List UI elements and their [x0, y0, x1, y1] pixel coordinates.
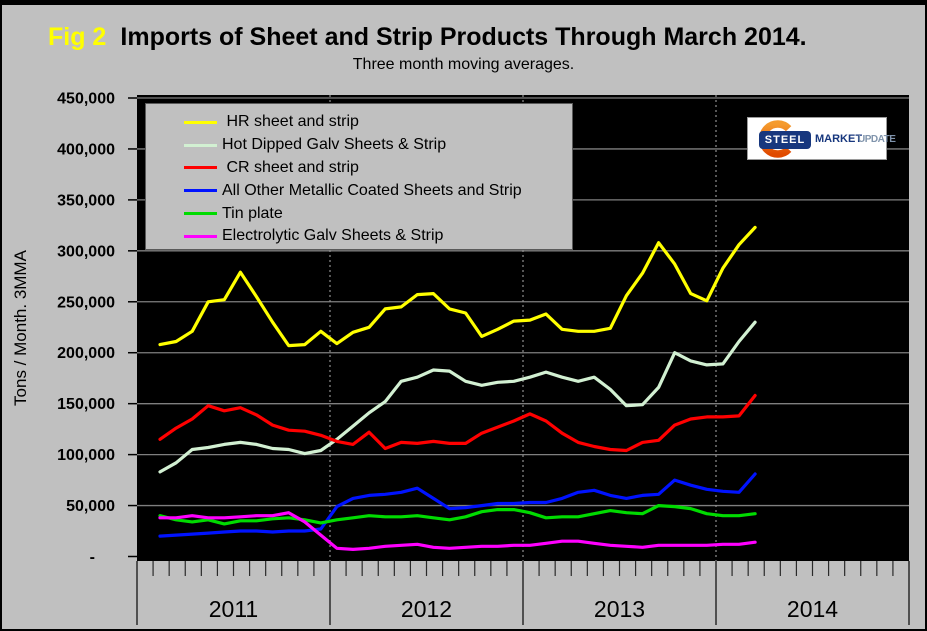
y-tick-label: 400,000 [57, 141, 115, 158]
legend-entry-tin-plate: Tin plate [146, 202, 572, 225]
series-line-electrolytic-galv-sheets-strip [158, 511, 757, 552]
page-subtitle: Three month moving averages. [352, 56, 575, 73]
logo-word-steel: STEEL [764, 134, 806, 146]
legend-label-hot-dipped-galv-sheets-strip: Hot Dipped Galv Sheets & Strip [222, 136, 447, 154]
year-label: 2012 [401, 596, 452, 622]
year-label: 2013 [594, 596, 645, 622]
y-tick-label: - [90, 549, 95, 566]
legend-label-cr-sheet-and-strip: CR sheet and strip [222, 158, 359, 176]
y-tick-label: 300,000 [57, 243, 115, 260]
legend-label-tin-plate: Tin plate [222, 204, 283, 222]
y-tick-label: 350,000 [57, 192, 115, 209]
logo-steel-badge: STEEL [759, 131, 811, 149]
legend-entry-hr-sheet-and-strip: HR sheet and strip [146, 111, 572, 134]
legend-entry-all-other-metallic-coated-sheets-and-strip: All Other Metallic Coated Sheets and Str… [146, 179, 572, 202]
legend-swatch-tin-plate [184, 212, 217, 216]
legend-swatch-hot-dipped-galv-sheets-strip [184, 143, 217, 147]
legend-entry-hot-dipped-galv-sheets-strip: Hot Dipped Galv Sheets & Strip [146, 134, 572, 157]
legend-swatch-electrolytic-galv-sheets-strip [184, 234, 217, 238]
series-line-hot-dipped-galv-sheets-strip [158, 320, 757, 474]
y-tick-label: 200,000 [57, 345, 115, 362]
series-line-all-other-metallic-coated-sheets-and-strip [158, 472, 757, 538]
legend-swatch-all-other-metallic-coated-sheets-and-strip [184, 189, 217, 193]
legend-label-electrolytic-galv-sheets-strip: Electrolytic Galv Sheets & Strip [222, 227, 444, 245]
y-tick-label: 50,000 [66, 498, 115, 515]
series-line-tin-plate [158, 504, 757, 526]
line-chart: - 50,000 100,000 150,000 200,000 250,000 300,0… [57, 91, 910, 625]
page-title: Imports of Sheet and Strip Products Thro… [120, 23, 807, 51]
series-line-cr-sheet-and-strip [158, 393, 757, 453]
legend: HR sheet and strip Hot Dipped Galv Sheets… [145, 103, 573, 250]
legend-entry-cr-sheet-and-strip: CR sheet and strip [146, 157, 572, 180]
legend-label-all-other-metallic-coated-sheets-and-strip: All Other Metallic Coated Sheets and Str… [222, 181, 522, 199]
y-tick-label: 450,000 [57, 91, 115, 108]
series-line-hr-sheet-and-strip [158, 225, 757, 348]
y-tick-label: 100,000 [57, 447, 115, 464]
y-tick-label: 250,000 [57, 294, 115, 311]
logo-word-market: MARKET [815, 133, 863, 145]
legend-label-hr-sheet-and-strip: HR sheet and strip [222, 113, 359, 131]
legend-swatch-cr-sheet-and-strip [184, 166, 217, 170]
year-label: 2014 [787, 596, 838, 622]
legend-swatch-hr-sheet-and-strip [184, 120, 217, 124]
legend-entry-electrolytic-galv-sheets-strip: Electrolytic Galv Sheets & Strip [146, 225, 572, 248]
figure-label: Fig 2 [48, 23, 107, 51]
year-label: 2011 [209, 596, 258, 622]
steel-market-update-logo: STEEL MARKET UPDATE [747, 117, 896, 160]
logo-word-update: UPDATE [858, 133, 896, 145]
y-tick-label: 150,000 [57, 396, 115, 413]
